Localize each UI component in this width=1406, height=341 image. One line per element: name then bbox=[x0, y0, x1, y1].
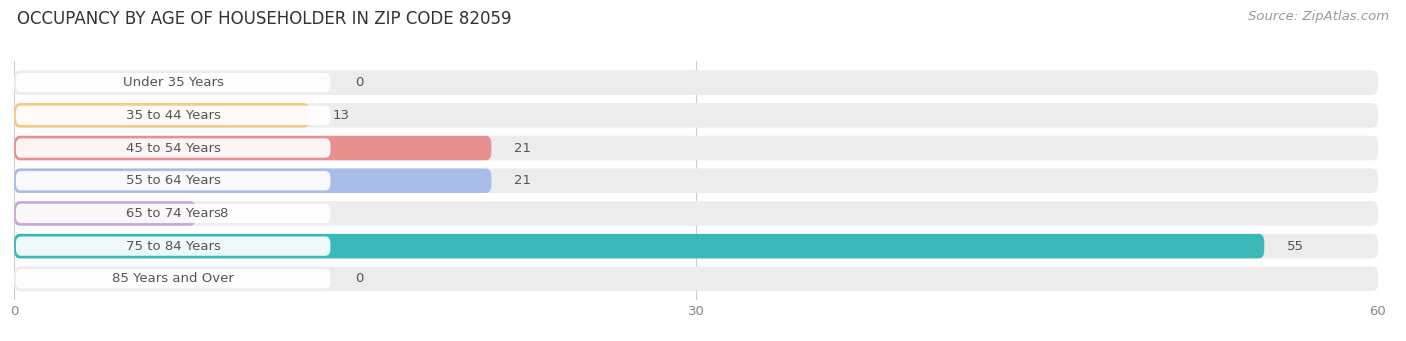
FancyBboxPatch shape bbox=[15, 73, 330, 92]
Text: 65 to 74 Years: 65 to 74 Years bbox=[125, 207, 221, 220]
Text: 0: 0 bbox=[354, 272, 363, 285]
FancyBboxPatch shape bbox=[14, 201, 195, 226]
FancyBboxPatch shape bbox=[15, 138, 330, 158]
Text: Under 35 Years: Under 35 Years bbox=[122, 76, 224, 89]
FancyBboxPatch shape bbox=[15, 171, 330, 190]
FancyBboxPatch shape bbox=[14, 136, 492, 160]
FancyBboxPatch shape bbox=[14, 234, 1264, 258]
Text: 55: 55 bbox=[1286, 240, 1303, 253]
Text: OCCUPANCY BY AGE OF HOUSEHOLDER IN ZIP CODE 82059: OCCUPANCY BY AGE OF HOUSEHOLDER IN ZIP C… bbox=[17, 10, 512, 28]
FancyBboxPatch shape bbox=[14, 136, 1378, 160]
Text: 85 Years and Over: 85 Years and Over bbox=[112, 272, 235, 285]
Text: 21: 21 bbox=[515, 142, 531, 154]
Text: 75 to 84 Years: 75 to 84 Years bbox=[125, 240, 221, 253]
FancyBboxPatch shape bbox=[14, 201, 1378, 226]
FancyBboxPatch shape bbox=[15, 236, 330, 256]
FancyBboxPatch shape bbox=[14, 234, 1378, 258]
FancyBboxPatch shape bbox=[14, 168, 1378, 193]
FancyBboxPatch shape bbox=[14, 168, 492, 193]
FancyBboxPatch shape bbox=[15, 204, 330, 223]
Text: 45 to 54 Years: 45 to 54 Years bbox=[125, 142, 221, 154]
FancyBboxPatch shape bbox=[14, 267, 1378, 291]
FancyBboxPatch shape bbox=[15, 269, 330, 288]
Text: 35 to 44 Years: 35 to 44 Years bbox=[125, 109, 221, 122]
Text: 55 to 64 Years: 55 to 64 Years bbox=[125, 174, 221, 187]
Text: Source: ZipAtlas.com: Source: ZipAtlas.com bbox=[1249, 10, 1389, 23]
FancyBboxPatch shape bbox=[14, 103, 1378, 128]
FancyBboxPatch shape bbox=[14, 103, 309, 128]
FancyBboxPatch shape bbox=[14, 70, 1378, 95]
FancyBboxPatch shape bbox=[15, 106, 330, 125]
Text: 13: 13 bbox=[332, 109, 349, 122]
Text: 0: 0 bbox=[354, 76, 363, 89]
Text: 8: 8 bbox=[219, 207, 226, 220]
Text: 21: 21 bbox=[515, 174, 531, 187]
